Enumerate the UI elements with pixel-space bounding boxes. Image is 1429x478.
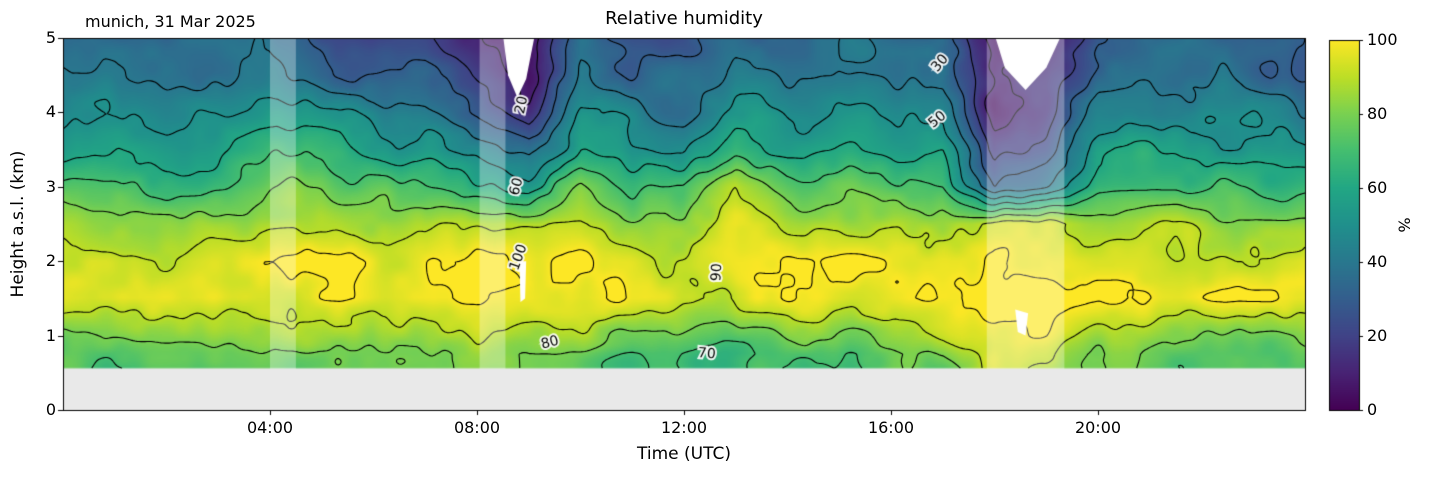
x-tick-label: 12:00: [660, 418, 708, 437]
y-tick-label: 2: [45, 251, 56, 271]
x-axis-label: Time (UTC): [637, 444, 731, 464]
x-tick-label: 16:00: [867, 418, 915, 437]
chart-title: Relative humidity: [605, 8, 763, 29]
colorbar-tick-label: 40: [1367, 252, 1388, 271]
y-tick-label: 3: [45, 176, 56, 196]
y-tick-label: 1: [45, 325, 56, 345]
x-tick-label: 08:00: [453, 418, 501, 437]
y-tick-label: 0: [45, 400, 56, 419]
colorbar-unit-label: %: [1394, 217, 1414, 233]
x-tick-label: 20:00: [1074, 418, 1122, 437]
y-axis-label: Height a.s.l. (km): [8, 150, 28, 298]
colorbar-tick-label: 80: [1367, 104, 1388, 123]
colorbar-tick-label: 100: [1367, 30, 1398, 49]
colorbar-tick-label: 20: [1367, 326, 1388, 345]
colorbar-tick-label: 60: [1367, 178, 1388, 197]
y-tick-label: 5: [45, 28, 56, 47]
x-tick-label: 04:00: [246, 418, 294, 437]
colorbar-tick-label: 0: [1367, 400, 1378, 419]
y-tick-label: 4: [45, 102, 56, 122]
station-date-annotation: munich, 31 Mar 2025: [85, 12, 256, 31]
